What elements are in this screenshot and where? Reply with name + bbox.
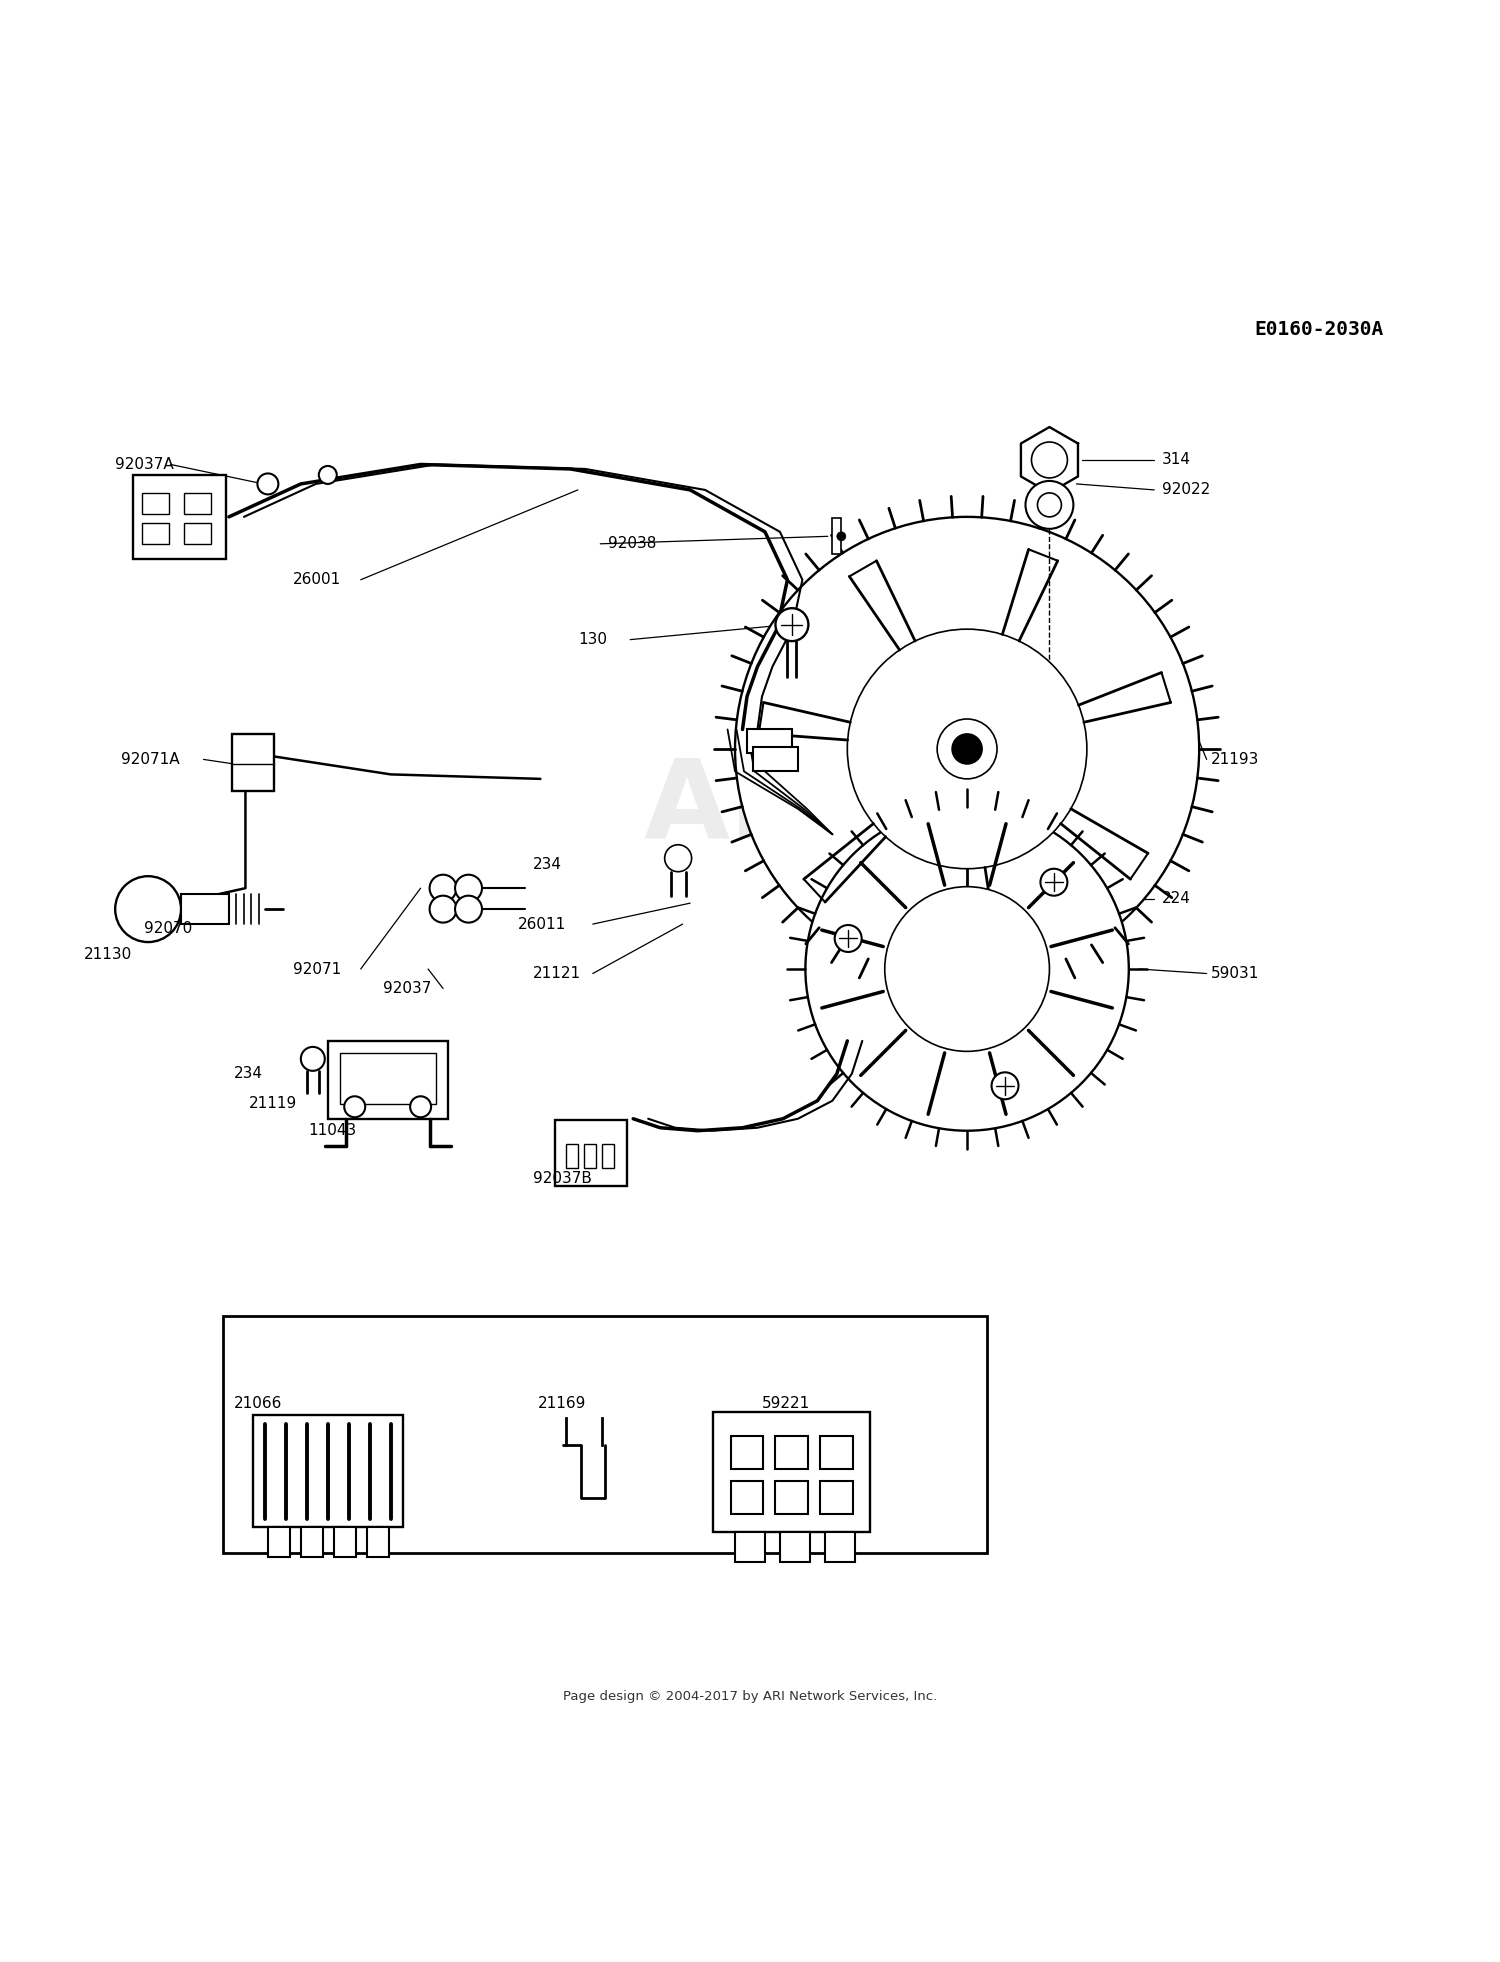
Circle shape [885, 887, 1050, 1052]
Bar [776, 1481, 808, 1515]
Circle shape [776, 608, 808, 642]
Text: 92022: 92022 [1161, 483, 1210, 498]
Circle shape [320, 465, 338, 485]
Circle shape [454, 875, 482, 903]
Bar [268, 1528, 291, 1558]
Bar [747, 730, 792, 753]
Text: 92037: 92037 [382, 981, 432, 997]
Text: 130: 130 [578, 632, 608, 647]
Circle shape [1032, 441, 1068, 479]
Bar [184, 522, 211, 543]
Text: 92037B: 92037B [532, 1171, 592, 1187]
Bar [602, 1144, 613, 1167]
Text: 234: 234 [532, 857, 562, 871]
Bar [366, 1528, 388, 1558]
Text: 11043: 11043 [309, 1122, 357, 1138]
Bar [825, 1532, 855, 1562]
Circle shape [992, 1073, 1018, 1099]
Text: ARI: ARI [644, 755, 856, 863]
Text: 21130: 21130 [84, 946, 132, 961]
Circle shape [847, 630, 1088, 869]
Text: 21193: 21193 [1210, 751, 1260, 767]
Text: 92071A: 92071A [122, 751, 180, 767]
Circle shape [1026, 481, 1074, 530]
Bar [182, 895, 230, 924]
Text: 234: 234 [234, 1065, 262, 1081]
Bar [735, 1532, 765, 1562]
Text: 59221: 59221 [762, 1395, 810, 1411]
Text: Page design © 2004-2017 by ARI Network Services, Inc.: Page design © 2004-2017 by ARI Network S… [562, 1689, 938, 1703]
Bar [142, 492, 170, 514]
Circle shape [429, 875, 456, 903]
Text: 92038: 92038 [608, 536, 656, 551]
Circle shape [664, 846, 692, 871]
Bar [821, 1436, 854, 1470]
Circle shape [258, 473, 279, 494]
Bar [821, 1481, 854, 1515]
Circle shape [302, 1048, 326, 1071]
Text: 21169: 21169 [537, 1395, 586, 1411]
Bar [134, 475, 226, 559]
Bar [555, 1120, 627, 1187]
Text: E0160-2030A: E0160-2030A [1254, 320, 1383, 339]
Circle shape [735, 516, 1198, 981]
Circle shape [1038, 492, 1062, 516]
Circle shape [938, 718, 998, 779]
Text: 26011: 26011 [518, 916, 566, 932]
Bar [584, 1144, 596, 1167]
Text: 92037A: 92037A [116, 457, 174, 473]
Text: 59031: 59031 [1210, 965, 1260, 981]
Bar [254, 1415, 402, 1528]
Bar [730, 1436, 764, 1470]
Bar [184, 492, 211, 514]
Bar [232, 734, 274, 791]
Bar [224, 1317, 987, 1554]
Circle shape [834, 924, 861, 952]
Text: 21119: 21119 [249, 1097, 297, 1110]
Circle shape [345, 1097, 364, 1116]
Bar [780, 1532, 810, 1562]
Circle shape [429, 897, 456, 922]
Bar [566, 1144, 578, 1167]
Text: 314: 314 [1161, 453, 1191, 467]
Circle shape [806, 806, 1130, 1130]
Bar [730, 1481, 764, 1515]
Text: 26001: 26001 [294, 573, 342, 587]
Bar [712, 1413, 870, 1532]
Bar [776, 1436, 808, 1470]
Bar [340, 1054, 435, 1105]
Polygon shape [833, 518, 842, 555]
Bar [302, 1528, 324, 1558]
Text: 92071: 92071 [294, 961, 342, 977]
Text: 92070: 92070 [144, 920, 192, 936]
Text: 224: 224 [1161, 891, 1191, 906]
Bar [753, 748, 798, 771]
Bar [142, 522, 170, 543]
Text: 21066: 21066 [234, 1395, 282, 1411]
Circle shape [837, 532, 846, 542]
Bar [334, 1528, 356, 1558]
Bar [328, 1042, 447, 1118]
Circle shape [116, 877, 182, 942]
Circle shape [454, 897, 482, 922]
Circle shape [952, 734, 982, 763]
Text: 21121: 21121 [532, 965, 580, 981]
Circle shape [1041, 869, 1068, 897]
Circle shape [410, 1097, 430, 1116]
